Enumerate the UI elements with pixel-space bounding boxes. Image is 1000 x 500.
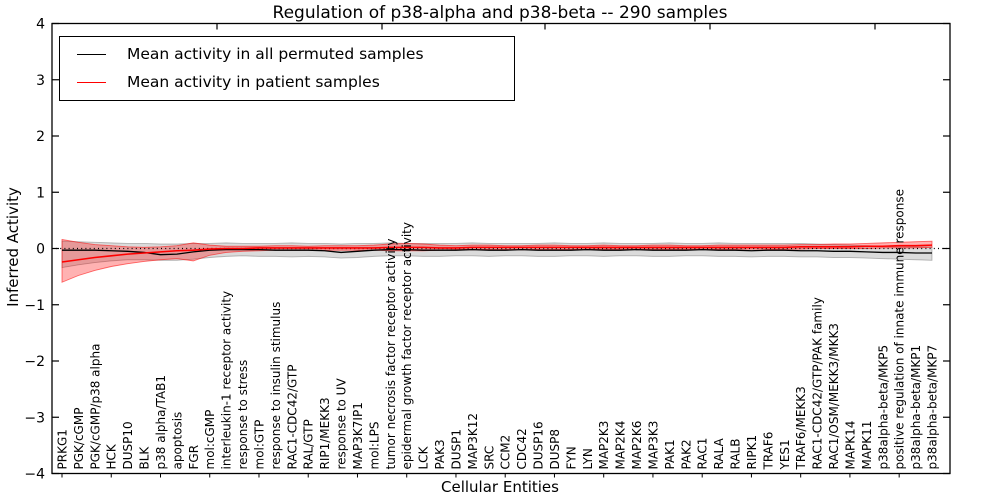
y-tick-label: 4 — [36, 17, 45, 33]
x-tick-label: mol:LPS — [367, 422, 381, 470]
x-tick-label: DUSP1 — [449, 429, 463, 470]
y-tick-label: −4 — [24, 467, 45, 483]
x-tick-label: HCK — [105, 443, 119, 469]
x-tick-label: tumor necrosis factor receptor activity — [384, 239, 398, 470]
x-tick-label: RALB — [729, 439, 743, 470]
x-tick-label: response to stress — [236, 360, 250, 470]
x-tick-label: PGK/cGMP/p38 alpha — [88, 344, 102, 470]
x-tick-label: LCK — [417, 445, 431, 469]
x-tick-label: MAP2K6 — [630, 421, 644, 470]
x-tick-label: DUSP10 — [121, 421, 135, 469]
x-tick-label: MAPK14 — [843, 421, 857, 470]
x-tick-label: mol:GTP — [252, 420, 266, 470]
x-tick-label: MAP3K12 — [466, 413, 480, 470]
x-tick-label: RAC1-CDC42/GTP — [285, 365, 299, 470]
x-tick-label: TRAF6/MEKK3 — [794, 386, 808, 470]
legend: Mean activity in all permuted samples Me… — [59, 36, 515, 101]
x-tick-label: PAK2 — [679, 439, 693, 469]
x-tick-label: RAC1/OSM/MEKK3/MKK3 — [827, 323, 841, 469]
x-tick-label: LYN — [581, 448, 595, 469]
legend-label-patient: Mean activity in patient samples — [127, 73, 380, 91]
x-tick-label: RAC1 — [696, 438, 710, 470]
series-line — [61, 244, 933, 263]
x-tick-label: response to UV — [335, 378, 349, 470]
x-tick-label: apoptosis — [170, 412, 184, 470]
chart-title: Regulation of p38-alpha and p38-beta -- … — [272, 3, 728, 23]
x-tick-label: p38alpha-beta/MKP1 — [909, 345, 923, 470]
x-tick-label: MAPK11 — [860, 421, 874, 470]
y-tick-label: 0 — [36, 242, 45, 258]
x-tick-label: PAK1 — [663, 439, 677, 469]
series-line — [62, 248, 932, 256]
y-tick-label: 1 — [36, 185, 45, 201]
x-tick-label: BLK — [138, 446, 152, 470]
y-tick-label: −1 — [24, 298, 45, 314]
x-tick-label: MAP3K7IP1 — [351, 402, 365, 469]
x-tick-label: RAC1-CDC42/GTP/PAK family — [811, 297, 825, 469]
x-tick-label: RIP1/MEKK3 — [318, 397, 332, 469]
x-axis-label: Cellular Entities — [441, 478, 559, 496]
x-tick-label: FYN — [564, 446, 578, 469]
x-tick-label: DUSP8 — [548, 429, 562, 470]
y-tick-label: −2 — [24, 354, 45, 370]
x-tick-label: p38alpha-beta/MKP7 — [926, 345, 940, 470]
x-tick-label: MAP2K3 — [597, 421, 611, 470]
x-tick-label: positive regulation of innate immune res… — [893, 189, 907, 469]
x-tick-label: SRC — [482, 446, 496, 470]
y-tick-label: −3 — [24, 410, 45, 426]
x-tick-label: epidermal growth factor receptor activit… — [400, 222, 414, 469]
x-tick-label: YES1 — [778, 439, 792, 470]
x-tick-label: DUSP16 — [532, 421, 546, 469]
x-tick-label: MAP3K3 — [646, 421, 660, 470]
x-tick-label: MAP2K4 — [614, 421, 628, 470]
series-band — [61, 238, 933, 283]
x-tick-label: PAK3 — [433, 439, 447, 469]
legend-item-permuted: Mean activity in all permuted samples — [60, 40, 514, 68]
x-tick-label: interleukin-1 receptor activity — [220, 291, 234, 470]
x-tick-label: p38 alpha/TAB1 — [154, 375, 168, 469]
y-tick-label: 2 — [36, 129, 45, 145]
legend-item-patient: Mean activity in patient samples — [60, 68, 514, 96]
x-tick-label: PRKG1 — [56, 429, 70, 469]
x-tick-label: TRAF6 — [761, 432, 775, 471]
x-tick-label: CDC42 — [515, 428, 529, 469]
patient-line-swatch — [77, 81, 106, 83]
y-axis-label: Inferred Activity — [4, 187, 22, 307]
x-tick-label: p38alpha-beta/MKP5 — [876, 345, 890, 470]
x-tick-label: mol:cGMP — [203, 410, 217, 470]
x-tick-label: FGR — [187, 445, 201, 470]
x-tick-label: RIPK1 — [745, 435, 759, 470]
permuted-line-swatch — [77, 53, 106, 55]
y-tick-label: 3 — [36, 73, 45, 89]
x-tick-label: response to insulin stimulus — [269, 302, 283, 470]
x-tick-label: RAL/GTP — [302, 419, 316, 469]
x-tick-label: PGK/cGMP — [72, 408, 86, 470]
x-tick-label: RALA — [712, 437, 726, 469]
x-tick-label: CCM2 — [499, 435, 513, 470]
legend-label-permuted: Mean activity in all permuted samples — [127, 45, 424, 63]
